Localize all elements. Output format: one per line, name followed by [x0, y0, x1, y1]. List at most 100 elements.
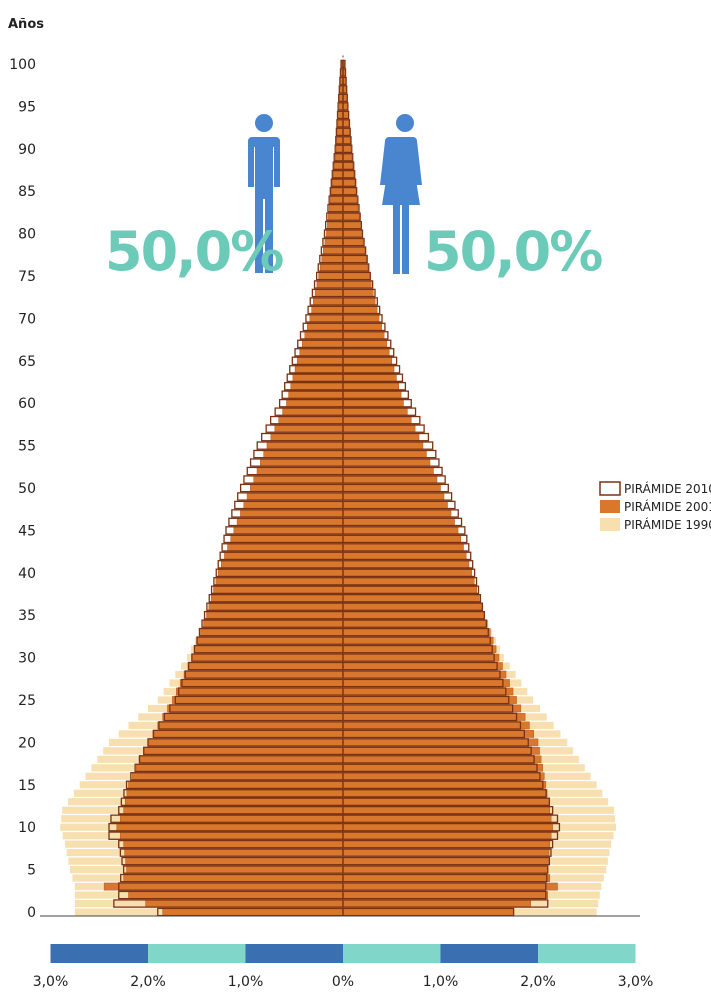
bar-female	[342, 254, 368, 264]
bar-female	[342, 297, 376, 306]
female-figure-icon	[380, 114, 422, 274]
bar-male	[162, 908, 344, 916]
bar-female	[342, 416, 412, 425]
bar-female	[342, 272, 370, 280]
bar-female	[342, 136, 351, 145]
bar-female	[342, 322, 386, 332]
bar-male	[330, 195, 344, 204]
bar-female	[342, 119, 350, 128]
bar-female	[342, 492, 445, 501]
y-tick-label: 15	[18, 778, 36, 794]
bar-male	[316, 280, 344, 289]
bar-male	[203, 619, 344, 628]
bar-male	[125, 857, 344, 865]
y-axis-title: Años	[8, 17, 44, 32]
bar-male	[304, 331, 344, 340]
x-tick-label: 1,0%	[228, 974, 264, 990]
bar-male	[123, 806, 344, 815]
bar-female	[342, 713, 526, 721]
bar-male	[103, 882, 344, 891]
bar-female	[342, 543, 470, 552]
bar-female	[342, 636, 494, 645]
bar-female	[342, 874, 550, 882]
bar-male	[292, 373, 344, 382]
bar-female	[342, 738, 529, 747]
bar-male	[230, 535, 344, 543]
legend-label: PIRÁMIDE 2010	[624, 481, 711, 496]
bar-female	[342, 458, 440, 467]
y-tick-label: 40	[18, 566, 36, 582]
bar-female	[342, 687, 507, 696]
female-share-label: 50,0%	[424, 220, 602, 283]
y-tick-label: 90	[18, 142, 36, 158]
bar-male	[125, 797, 344, 806]
bar-female	[342, 551, 467, 560]
bar-female	[342, 738, 539, 747]
bar-female	[342, 814, 559, 823]
bar-male	[152, 730, 344, 738]
bar-male	[319, 263, 344, 272]
bar-female	[342, 161, 355, 171]
bar-female	[342, 806, 550, 815]
y-tick-label: 70	[18, 311, 36, 327]
bar-female	[342, 730, 534, 738]
male-figure-icon	[248, 114, 280, 273]
bar-male	[282, 407, 344, 416]
bar-female	[342, 645, 497, 653]
bar-female	[342, 255, 367, 263]
bar-male	[314, 289, 344, 297]
bar-male	[123, 874, 344, 882]
bar-female	[342, 169, 356, 179]
bar-female	[342, 678, 504, 688]
bar-male	[136, 763, 344, 772]
bar-female	[342, 289, 374, 297]
bar-female	[342, 560, 470, 569]
bar-female	[342, 441, 424, 450]
bar-female	[342, 747, 540, 755]
bar-female	[342, 449, 437, 459]
bar-female	[342, 178, 357, 187]
scale-bar-segment	[50, 944, 148, 963]
bar-female	[342, 467, 434, 475]
bar-female	[342, 195, 358, 204]
bar-female	[342, 610, 486, 620]
x-tick-label: 0%	[332, 974, 354, 990]
bar-female	[342, 865, 549, 874]
bar-female	[342, 518, 455, 526]
bar-male	[167, 704, 344, 713]
bar-female	[342, 661, 498, 671]
series-pir-mide-2010	[108, 59, 561, 917]
bar-female	[342, 365, 395, 374]
bar-male	[326, 229, 344, 238]
bar-female	[342, 170, 354, 179]
bar-female	[342, 111, 349, 119]
bar-female	[342, 475, 438, 484]
bar-female	[342, 110, 350, 120]
bar-female	[342, 153, 353, 162]
bar-male	[208, 602, 344, 611]
bar-female	[342, 831, 552, 840]
bar-male	[290, 382, 344, 391]
bar-male	[301, 339, 344, 348]
bar-male	[274, 424, 344, 433]
bar-male	[215, 577, 344, 586]
bar-female	[342, 679, 510, 687]
bar-female	[342, 535, 462, 543]
bar-male	[132, 772, 344, 781]
y-tick-label: 95	[18, 99, 36, 115]
bar-female	[342, 356, 392, 365]
bar-male	[119, 831, 344, 840]
bar-male	[119, 814, 344, 823]
bar-female	[342, 755, 535, 764]
bar-female	[342, 857, 549, 865]
y-tick-label: 0	[27, 905, 36, 921]
bar-female	[342, 331, 389, 340]
bar-female	[342, 908, 514, 916]
bar-male	[337, 127, 344, 136]
bar-male	[227, 543, 344, 552]
legend-label: PIRÁMIDE 2001	[624, 499, 711, 514]
bar-female	[342, 585, 480, 595]
bar-female	[342, 577, 475, 586]
bar-female	[342, 458, 431, 467]
bar-female	[342, 670, 501, 679]
